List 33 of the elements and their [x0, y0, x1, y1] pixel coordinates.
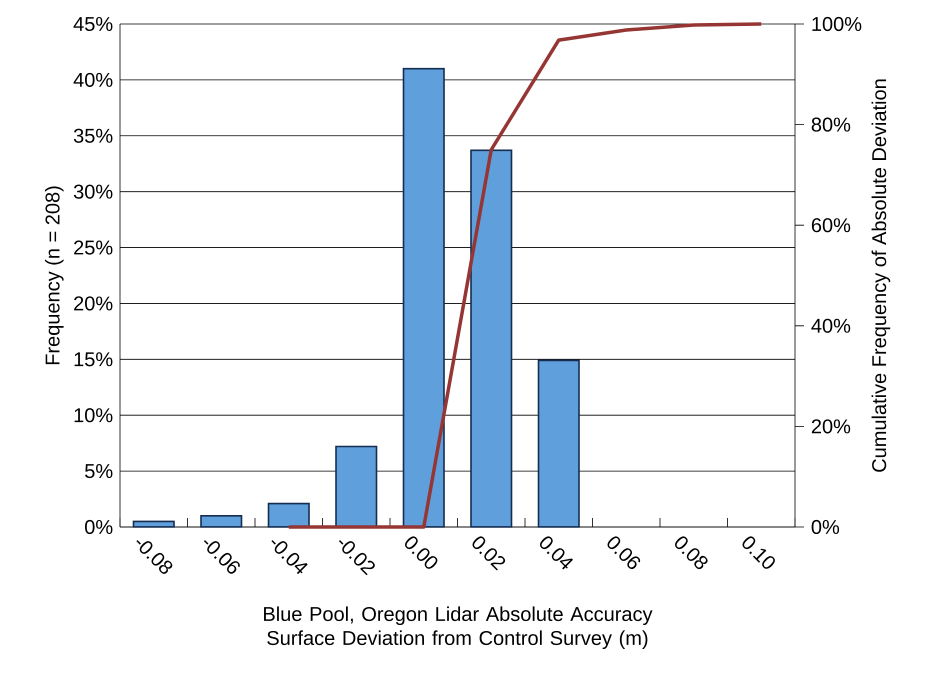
y-tick-label: 25% [74, 240, 112, 255]
x-tick-label: -0.08 [136, 540, 172, 574]
x-tick-label: 0.10 [742, 536, 775, 569]
y2-tick-label: 20% [812, 419, 850, 434]
y-tick-label: 30% [74, 184, 112, 199]
y2-tick-label: 60% [812, 218, 850, 232]
y2-tick-label: 0% [812, 520, 840, 534]
bar [538, 360, 580, 528]
y2-axis-title: Cumulative Frequency of Absolute Deviation [872, 80, 890, 472]
x-axis-title: Blue Pool, Oregon Lidar Absolute Accuracy Surface Deviation from Control Survey (m) [264, 606, 652, 650]
x-tick-label: 0.08 [675, 536, 708, 570]
y2-tick-label: 100% [812, 16, 862, 32]
bar [200, 515, 242, 528]
x-tick-label: -0.06 [204, 540, 240, 574]
x-tick-label: -0.04 [271, 540, 308, 574]
bar [132, 520, 175, 528]
y-tick-label: 5% [85, 464, 112, 478]
x-tick-label: 0.06 [608, 536, 640, 570]
bar [470, 150, 512, 528]
y-tick-label: 45% [74, 16, 112, 32]
x-tick-label: 0.00 [405, 536, 438, 569]
y2-tick-label: 40% [811, 318, 850, 333]
y-tick-label: 10% [74, 408, 112, 422]
y-tick-label: 40% [74, 72, 112, 87]
x-tick-label: 0.04 [540, 536, 574, 570]
y-axis-title: Frequency (n = 208) [44, 186, 64, 364]
y-tick-label: 35% [74, 128, 112, 143]
bar [402, 68, 445, 528]
y-tick-label: 0% [85, 520, 112, 534]
y-tick-label: 20% [74, 296, 112, 311]
bar [268, 502, 310, 528]
y2-tick-label: 80% [812, 118, 850, 132]
y-tick-label: 15% [74, 352, 112, 366]
